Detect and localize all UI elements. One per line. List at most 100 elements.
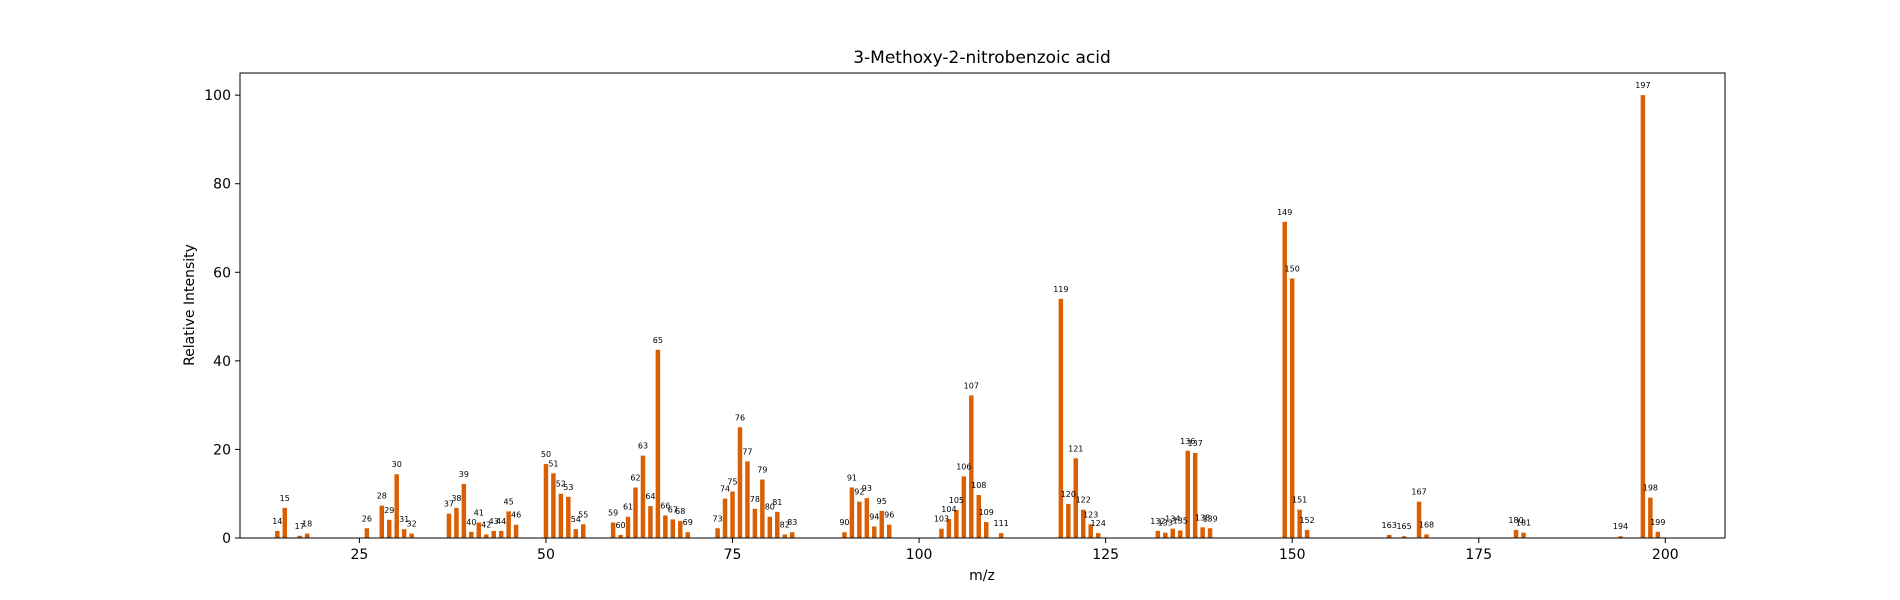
bar-mz-79 [760, 479, 765, 538]
bar-mz-39 [461, 483, 467, 538]
peak-label-65: 65 [653, 336, 663, 345]
bar-mz-62 [633, 487, 638, 538]
bar-mz-54 [573, 529, 579, 538]
bar-mz-80 [767, 516, 773, 538]
peak-label-151: 151 [1292, 496, 1307, 505]
y-tick-label: 60 [213, 265, 231, 281]
peak-label-32: 32 [407, 520, 417, 529]
peak-label-92: 92 [854, 488, 864, 497]
bar-mz-180 [1513, 530, 1519, 538]
bar-mz-163 [1386, 534, 1392, 538]
bar-mz-124 [1095, 533, 1101, 538]
bar-mz-51 [551, 473, 556, 538]
x-axis-title: m/z [969, 568, 995, 584]
bar-mz-83 [789, 532, 795, 538]
bar-mz-108 [976, 495, 982, 538]
peak-label-66: 66 [660, 501, 670, 510]
bar-mz-137 [1192, 452, 1198, 538]
peak-label-18: 18 [302, 520, 312, 529]
bar-mz-52 [558, 493, 564, 538]
peak-label-135: 135 [1173, 516, 1188, 525]
peak-label-73: 73 [712, 514, 722, 523]
x-tick-label: 25 [350, 547, 368, 563]
bar-mz-69 [685, 532, 690, 538]
peak-label-38: 38 [451, 494, 461, 503]
bar-mz-104 [946, 518, 952, 538]
bar-mz-149 [1282, 221, 1287, 539]
bar-mz-66 [663, 515, 668, 538]
bars-layer [275, 95, 1661, 539]
bar-mz-63 [640, 455, 646, 538]
peak-label-111: 111 [994, 519, 1009, 528]
bar-mz-119 [1058, 298, 1064, 538]
bar-mz-15 [282, 507, 288, 538]
bar-mz-75 [730, 491, 735, 538]
peak-label-75: 75 [727, 478, 737, 487]
peak-label-137: 137 [1188, 439, 1203, 448]
peak-label-107: 107 [964, 381, 979, 390]
peak-label-106: 106 [956, 462, 971, 471]
peak-label-55: 55 [578, 510, 588, 519]
peak-label-30: 30 [392, 460, 402, 469]
peak-label-104: 104 [941, 505, 956, 514]
bar-mz-77 [745, 461, 750, 538]
bar-mz-28 [379, 505, 385, 538]
bar-mz-74 [722, 498, 728, 538]
bar-mz-30 [394, 474, 399, 538]
peak-label-197: 197 [1635, 81, 1650, 90]
peak-label-123: 123 [1083, 510, 1098, 519]
bar-mz-18 [304, 533, 310, 538]
bar-mz-38 [454, 507, 459, 538]
bar-mz-111 [998, 533, 1004, 538]
bar-mz-53 [566, 496, 571, 538]
bar-mz-139 [1207, 528, 1213, 538]
y-axis: 0 20 40 60 80 100 [204, 88, 240, 547]
x-tick-label: 75 [724, 547, 742, 563]
peak-label-95: 95 [877, 497, 887, 506]
peak-label-42: 42 [481, 520, 491, 529]
peak-label-134: 134 [1165, 515, 1180, 524]
peak-label-74: 74 [720, 485, 730, 494]
bar-mz-138 [1200, 527, 1205, 538]
peak-label-180: 180 [1508, 516, 1523, 525]
peak-label-152: 152 [1299, 516, 1314, 525]
bar-mz-165 [1401, 536, 1407, 538]
peak-label-79: 79 [757, 466, 767, 475]
peak-label-51: 51 [548, 459, 558, 468]
x-axis: 25 50 75 100 125 150 175 200 [350, 538, 1679, 563]
peak-label-53: 53 [563, 483, 573, 492]
peak-label-181: 181 [1516, 519, 1531, 528]
peak-label-28: 28 [377, 492, 387, 501]
bar-mz-132 [1155, 530, 1161, 538]
bar-mz-41 [476, 522, 482, 538]
peak-label-167: 167 [1411, 488, 1426, 497]
peak-label-96: 96 [884, 511, 894, 520]
bar-mz-122 [1081, 509, 1086, 538]
peak-label-68: 68 [675, 507, 685, 516]
peak-label-149: 149 [1277, 208, 1292, 217]
peak-label-62: 62 [630, 474, 640, 483]
peak-label-139: 139 [1202, 514, 1217, 523]
peak-label-37: 37 [444, 500, 454, 509]
bar-mz-105 [954, 510, 959, 538]
peak-label-105: 105 [949, 496, 964, 505]
bar-mz-199 [1655, 531, 1661, 538]
bar-mz-82 [782, 534, 787, 538]
peak-label-26: 26 [362, 514, 372, 523]
x-tick-label: 200 [1652, 547, 1679, 563]
bar-mz-194 [1618, 536, 1623, 538]
bar-mz-134 [1170, 528, 1176, 538]
bar-mz-76 [737, 427, 743, 538]
bar-mz-152 [1304, 530, 1310, 538]
peak-label-108: 108 [971, 481, 986, 490]
bar-mz-78 [752, 508, 758, 538]
peak-label-44: 44 [496, 517, 506, 526]
peak-label-94: 94 [869, 512, 879, 521]
peak-label-61: 61 [623, 503, 633, 512]
bar-mz-42 [484, 534, 489, 538]
bar-mz-133 [1163, 532, 1168, 538]
peak-label-46: 46 [511, 511, 521, 520]
peak-label-119: 119 [1053, 285, 1068, 294]
